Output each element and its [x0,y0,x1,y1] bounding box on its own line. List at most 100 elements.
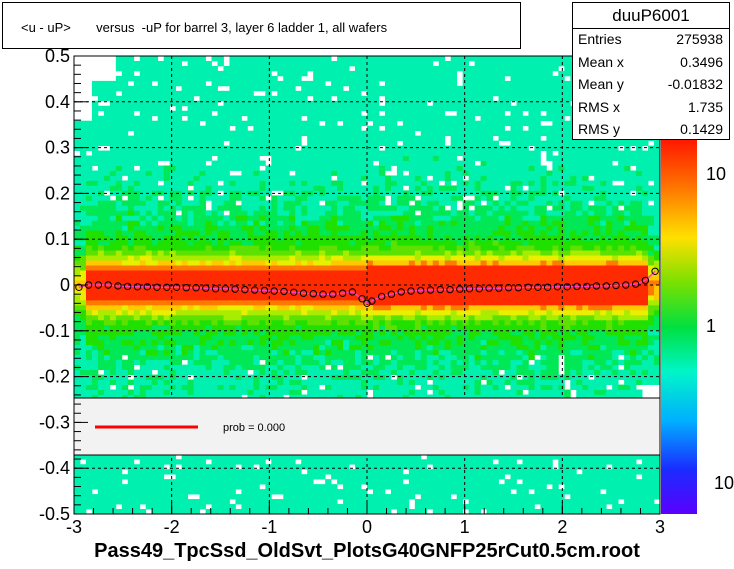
heatmap-cell [74,120,81,127]
heatmap-cell [408,299,416,306]
heatmap-cell [402,80,410,87]
heatmap-cell [343,344,350,351]
heatmap-cell [367,294,374,301]
heatmap-cell [367,165,374,171]
heatmap-cell [247,319,254,326]
heatmap-cell [109,175,117,181]
heatmap-cell [378,454,386,460]
heatmap-cell [319,140,326,147]
heatmap-cell [265,225,272,231]
heatmap-cell [151,469,159,475]
heatmap-cell [325,389,332,395]
heatmap-cell [372,135,380,142]
heatmap-cell [181,499,189,505]
heatmap-cell [109,180,117,186]
heatmap-cell [331,185,338,191]
heatmap-cell [396,165,404,171]
heatmap-cell [199,75,206,82]
heatmap-cell [151,349,159,356]
heatmap-cell [295,369,302,376]
heatmap-cell [277,339,284,346]
heatmap-cell [235,225,242,231]
heatmap-cell [199,60,206,67]
heatmap-cell [408,60,416,67]
heatmap-cell [361,499,368,505]
heatmap-cell [127,205,135,211]
heatmap-cell [163,130,171,137]
heatmap-cell [283,60,290,67]
heatmap-cell [390,479,398,485]
heatmap-cell [319,150,326,156]
heatmap-cell [247,379,254,385]
heatmap-cell [217,260,224,266]
heatmap-cell [361,469,368,475]
heatmap-cell [127,304,135,311]
heatmap-cell [265,289,272,296]
heatmap-cell [313,344,320,351]
heatmap-cell [337,334,344,341]
heatmap-cell [307,499,314,505]
heatmap-cell [426,180,434,186]
heatmap-cell [247,489,254,495]
heatmap-cell [331,314,338,321]
heatmap-cell [438,339,446,346]
heatmap-cell [301,220,308,226]
heatmap-cell [355,235,362,241]
heatmap-cell [307,364,314,371]
heatmap-cell [438,255,446,261]
heatmap-cell [361,369,368,376]
heatmap-cell [259,160,266,166]
heatmap-cell [211,304,218,311]
heatmap-cell [414,100,422,107]
heatmap-cell [301,100,308,107]
heatmap-cell [97,359,105,366]
heatmap-cell [432,280,440,286]
heatmap-cell [325,469,332,475]
heatmap-cell [331,285,338,291]
heatmap-cell [367,464,374,470]
heatmap-cell [283,344,290,351]
heatmap-cell [283,319,290,326]
heatmap-cell [313,349,320,356]
heatmap-cell [307,175,314,181]
heatmap-cell [295,175,302,181]
heatmap-cell [414,469,422,475]
heatmap-cell [367,245,374,251]
heatmap-cell [91,319,99,326]
heatmap-cell [343,359,350,366]
heatmap-cell [438,56,446,62]
heatmap-cell [265,314,272,321]
heatmap-cell [205,60,212,67]
heatmap-cell [157,344,165,351]
heatmap-cell [384,504,392,510]
heatmap-cell [181,265,189,271]
heatmap-cell [289,339,296,346]
heatmap-cell [378,235,386,241]
heatmap-cell [414,454,422,460]
heatmap-cell [121,220,129,226]
heatmap-cell [361,339,368,346]
heatmap-cell [193,344,200,351]
heatmap-cell [223,374,230,380]
heatmap-cell [277,349,284,356]
heatmap-cell [223,354,230,361]
heatmap-cell [349,489,356,495]
heatmap-cell [259,314,266,321]
heatmap-cell [205,170,212,176]
heatmap-cell [343,314,350,321]
heatmap-cell [456,349,464,356]
heatmap-cell [109,270,117,276]
heatmap-cell [420,304,428,311]
heatmap-cell [456,235,464,241]
heatmap-cell [115,299,123,306]
heatmap-cell [193,319,200,326]
heatmap-cell [235,185,242,191]
heatmap-cell [199,260,206,266]
heatmap-cell [319,324,326,331]
heatmap-cell [343,185,350,191]
heatmap-cell [426,484,434,490]
heatmap-cell [295,245,302,251]
heatmap-cell [74,270,81,276]
heatmap-cell [295,260,302,266]
heatmap-cell [313,110,320,117]
